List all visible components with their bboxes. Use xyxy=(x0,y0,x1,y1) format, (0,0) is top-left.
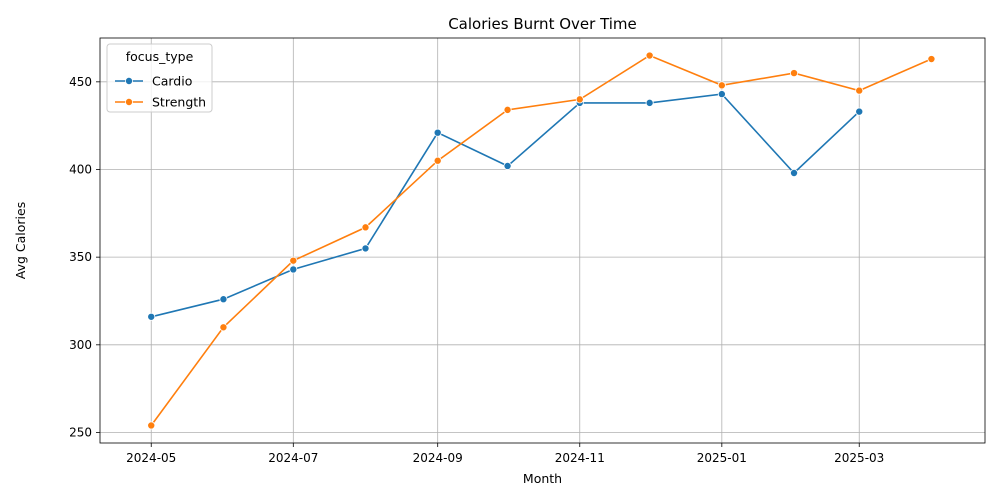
data-point-strength xyxy=(927,55,936,64)
data-point-strength xyxy=(219,323,228,332)
series-line-cardio xyxy=(151,93,860,318)
x-tick-label: 2024-05 xyxy=(126,451,176,465)
data-point-cardio xyxy=(361,244,370,253)
data-point-strength xyxy=(717,81,726,90)
y-tick-label: 300 xyxy=(69,338,92,352)
data-point-strength xyxy=(289,256,298,265)
data-point-strength xyxy=(645,51,654,60)
ticks-layer: 2024-05 2024-07 2024-09 2024-11 2025-01 2025-… xyxy=(69,75,884,465)
data-point-cardio xyxy=(645,98,654,107)
legend-label-strength: Strength xyxy=(152,95,206,110)
legend: focus_type Cardio Strength xyxy=(106,43,213,113)
data-point-cardio xyxy=(289,265,298,274)
y-tick-label: 350 xyxy=(69,250,92,264)
legend-marker-strength xyxy=(125,98,134,107)
legend-title: focus_type xyxy=(126,49,194,64)
data-point-strength xyxy=(433,156,442,165)
legend-label-cardio: Cardio xyxy=(152,74,192,89)
data-point-strength xyxy=(503,105,512,114)
data-point-cardio xyxy=(717,90,726,99)
x-tick-label: 2024-09 xyxy=(413,451,463,465)
series-layer xyxy=(147,51,936,430)
data-point-strength xyxy=(575,95,584,104)
plot-frame xyxy=(99,37,986,444)
data-point-strength xyxy=(361,223,370,232)
data-point-strength xyxy=(855,86,864,95)
x-tick-label: 2025-03 xyxy=(834,451,884,465)
y-axis-label: Avg Calories xyxy=(13,202,28,279)
data-point-cardio xyxy=(790,168,799,177)
legend-box xyxy=(106,43,213,113)
series-line-strength xyxy=(150,54,932,426)
legend-marker-cardio xyxy=(125,77,134,86)
y-tick-label: 400 xyxy=(69,162,92,176)
x-tick-label: 2024-11 xyxy=(555,451,605,465)
x-tick-label: 2024-07 xyxy=(268,451,318,465)
data-point-cardio xyxy=(433,128,442,137)
y-tick-label: 450 xyxy=(69,75,92,89)
data-point-cardio xyxy=(147,312,156,321)
x-tick-label: 2025-01 xyxy=(697,451,747,465)
data-point-cardio xyxy=(503,161,512,170)
data-point-cardio xyxy=(219,295,228,304)
data-point-strength xyxy=(790,69,799,78)
y-tick-label: 250 xyxy=(69,425,92,439)
grid-layer xyxy=(100,38,985,443)
data-point-strength xyxy=(147,421,156,430)
x-axis-label: Month xyxy=(523,471,562,486)
data-point-cardio xyxy=(855,107,864,116)
chart-title: Calories Burnt Over Time xyxy=(448,15,637,33)
